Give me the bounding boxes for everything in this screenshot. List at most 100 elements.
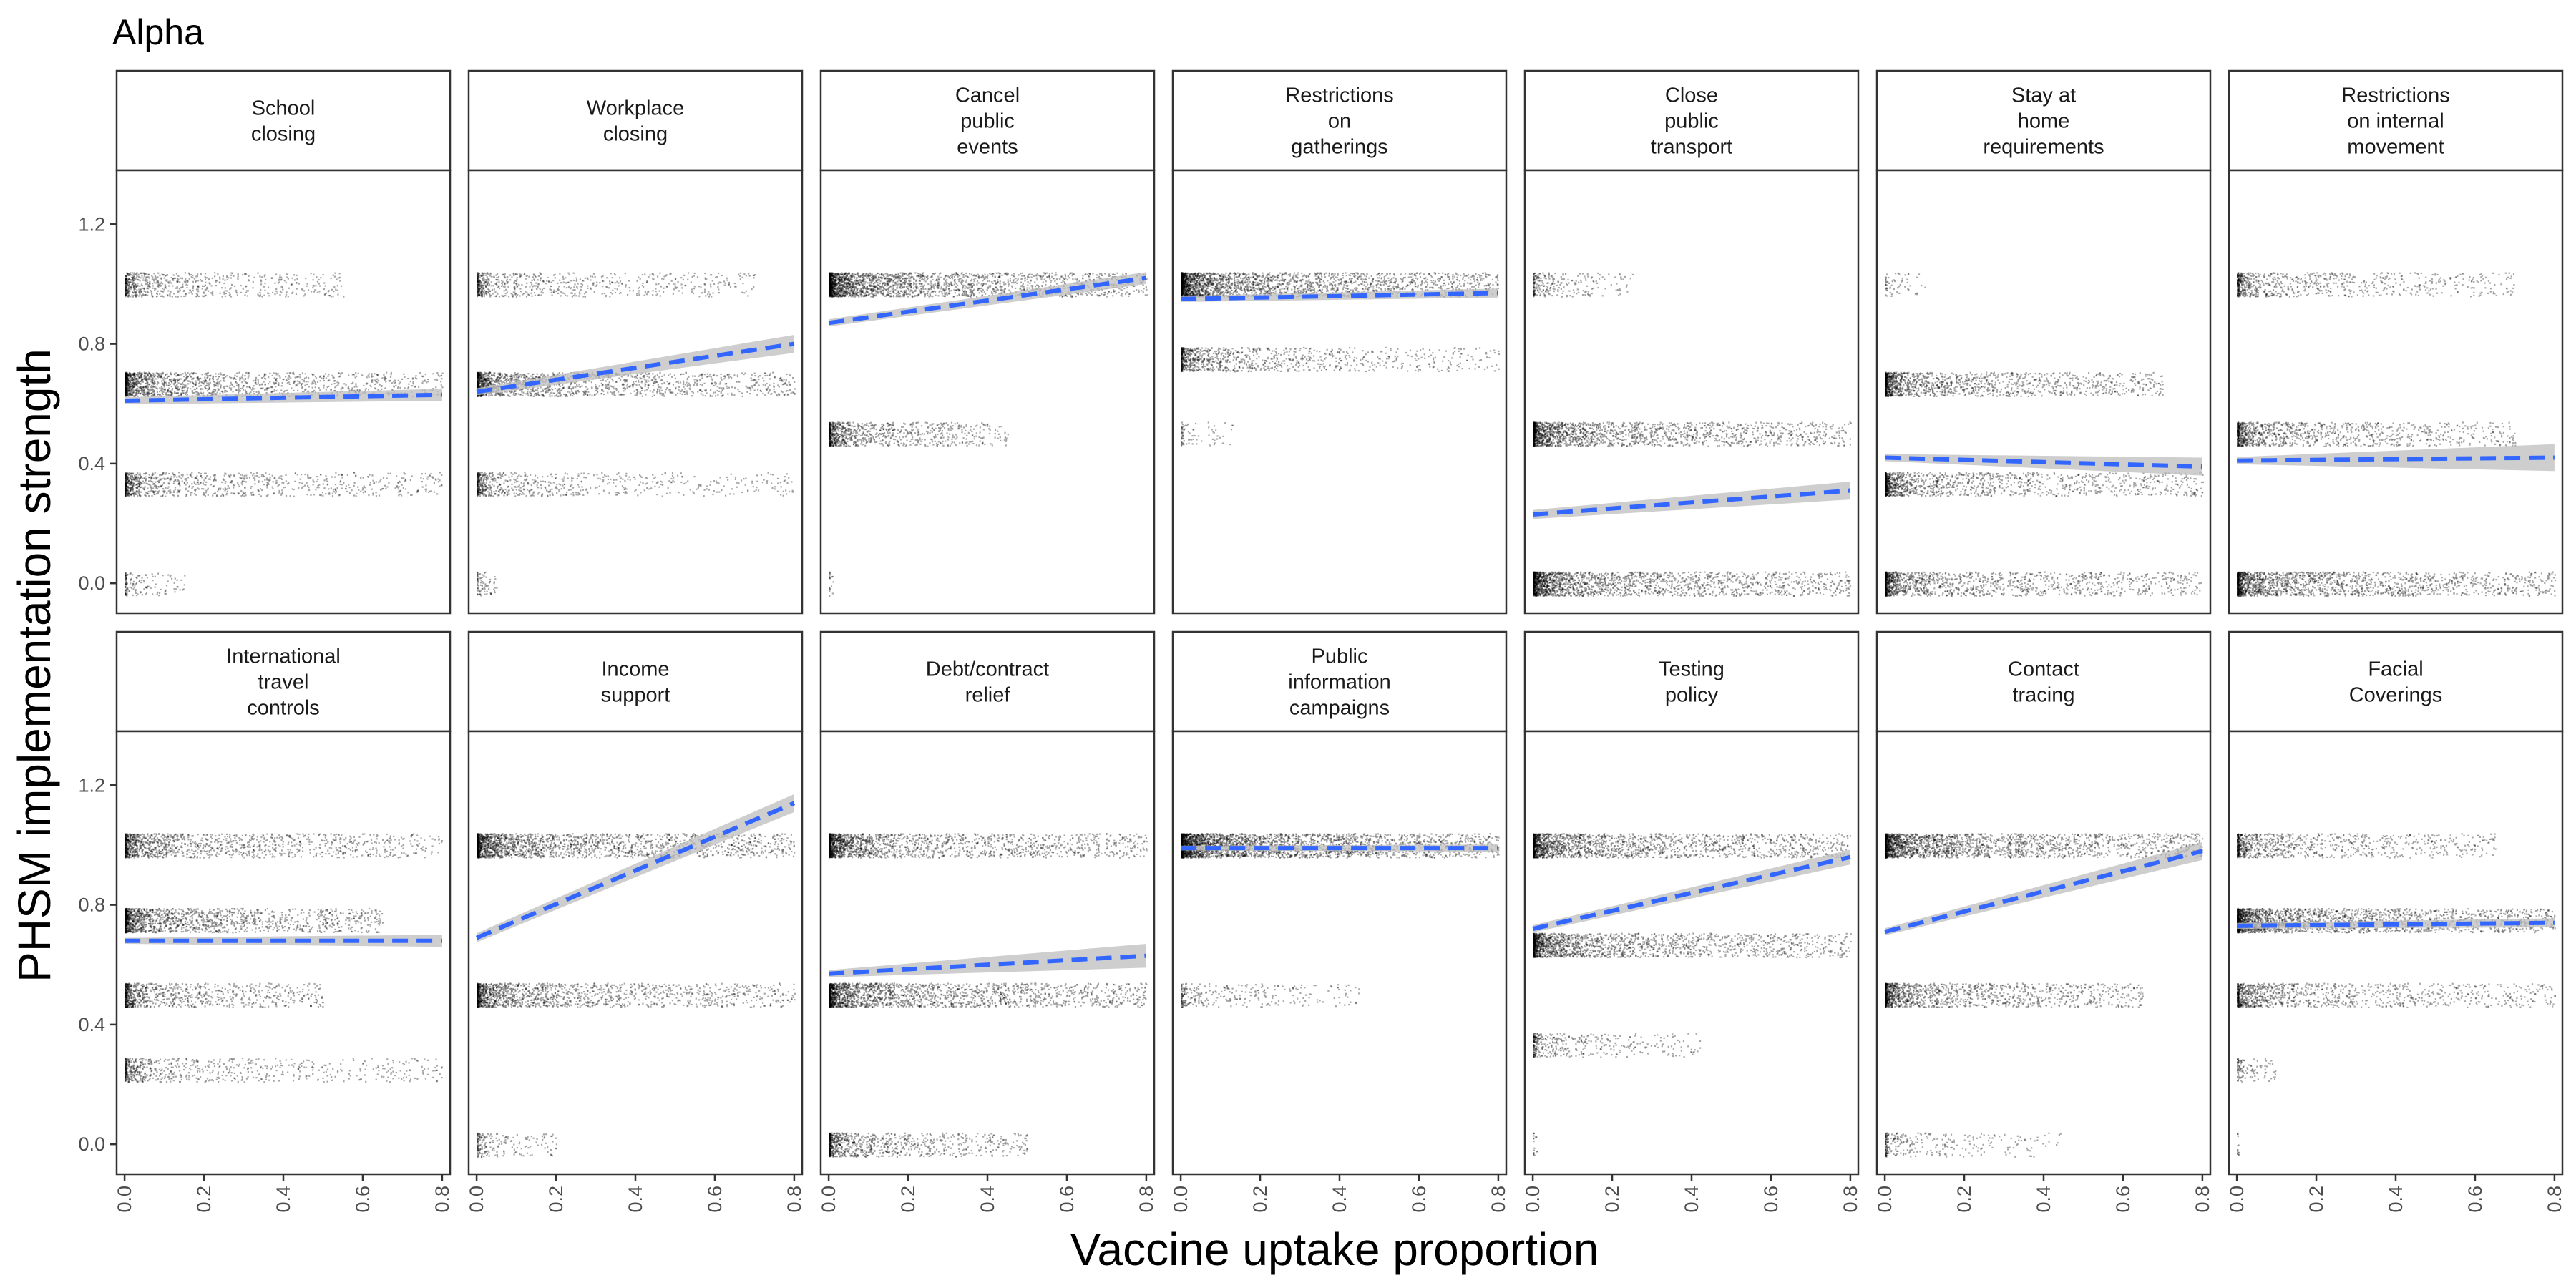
data-point xyxy=(187,387,189,389)
data-point xyxy=(237,278,238,279)
data-point xyxy=(318,387,320,389)
data-point xyxy=(127,283,128,285)
data-point xyxy=(288,278,289,280)
data-point xyxy=(155,275,156,276)
data-point xyxy=(366,376,368,378)
strip-box xyxy=(117,71,450,170)
data-point xyxy=(316,378,317,379)
data-point xyxy=(286,273,288,275)
data-point xyxy=(419,372,421,374)
data-point xyxy=(253,380,254,381)
data-point xyxy=(325,373,326,374)
strip-label: School xyxy=(252,97,316,120)
data-point xyxy=(223,292,225,293)
data-point xyxy=(150,283,151,284)
data-point xyxy=(337,285,338,286)
data-point xyxy=(236,383,238,384)
data-point xyxy=(156,283,157,284)
data-point xyxy=(192,383,194,384)
data-point xyxy=(412,381,414,383)
data-point xyxy=(125,287,127,288)
data-point xyxy=(296,278,298,280)
data-point xyxy=(334,276,336,278)
data-point xyxy=(182,382,183,384)
data-point xyxy=(329,295,331,296)
data-point xyxy=(141,283,142,285)
data-point xyxy=(353,386,355,388)
data-point xyxy=(318,279,320,280)
data-point xyxy=(280,277,282,278)
data-point xyxy=(147,282,148,283)
data-point xyxy=(195,296,197,297)
data-point xyxy=(358,373,359,374)
data-point xyxy=(245,286,247,287)
data-point xyxy=(246,386,248,388)
data-point xyxy=(134,278,135,279)
data-point xyxy=(336,278,338,280)
data-point xyxy=(187,383,189,384)
data-point xyxy=(279,275,280,276)
data-point xyxy=(145,294,147,296)
data-point xyxy=(130,286,131,287)
data-point xyxy=(151,385,152,386)
data-point xyxy=(327,376,328,377)
data-point xyxy=(225,290,226,291)
data-point xyxy=(265,279,266,280)
data-point xyxy=(131,282,132,283)
data-point xyxy=(247,295,248,296)
data-point xyxy=(286,282,287,283)
data-point xyxy=(162,283,163,284)
data-point xyxy=(264,290,265,291)
data-point xyxy=(255,379,256,380)
data-point xyxy=(182,286,183,288)
data-point xyxy=(291,283,292,285)
data-point xyxy=(246,290,248,291)
data-point xyxy=(355,372,356,374)
data-point xyxy=(159,387,160,389)
data-point xyxy=(213,384,215,385)
data-point xyxy=(267,292,268,293)
data-point xyxy=(151,379,152,380)
data-point xyxy=(176,388,177,389)
data-point xyxy=(233,275,234,277)
data-point xyxy=(230,296,232,297)
data-point xyxy=(187,394,188,395)
data-point xyxy=(138,274,140,275)
data-point xyxy=(145,273,147,275)
data-point xyxy=(159,391,160,392)
data-point xyxy=(153,273,155,274)
data-point xyxy=(139,291,140,292)
data-point xyxy=(218,374,220,375)
data-point xyxy=(188,292,190,293)
data-point xyxy=(202,389,203,390)
data-point xyxy=(441,378,442,379)
data-point xyxy=(192,288,194,289)
data-point xyxy=(133,285,135,286)
data-point xyxy=(143,288,145,289)
data-point xyxy=(283,379,284,380)
data-point xyxy=(268,376,269,378)
data-point xyxy=(185,394,186,395)
data-point xyxy=(157,291,158,292)
data-point xyxy=(242,374,243,376)
data-point xyxy=(133,274,135,275)
data-point xyxy=(295,377,296,379)
data-point xyxy=(316,276,317,278)
data-point xyxy=(150,389,152,391)
data-point xyxy=(136,289,137,291)
data-point xyxy=(334,383,336,384)
data-point xyxy=(225,293,227,294)
data-point xyxy=(280,291,281,292)
data-point xyxy=(291,387,292,389)
data-point xyxy=(152,283,153,284)
data-point xyxy=(165,374,166,376)
data-point xyxy=(205,282,206,283)
data-point xyxy=(268,287,269,288)
data-point xyxy=(261,377,263,379)
data-point xyxy=(217,280,218,281)
data-point xyxy=(226,276,228,278)
data-point xyxy=(313,274,314,275)
data-point xyxy=(125,280,126,281)
data-point xyxy=(130,296,131,297)
